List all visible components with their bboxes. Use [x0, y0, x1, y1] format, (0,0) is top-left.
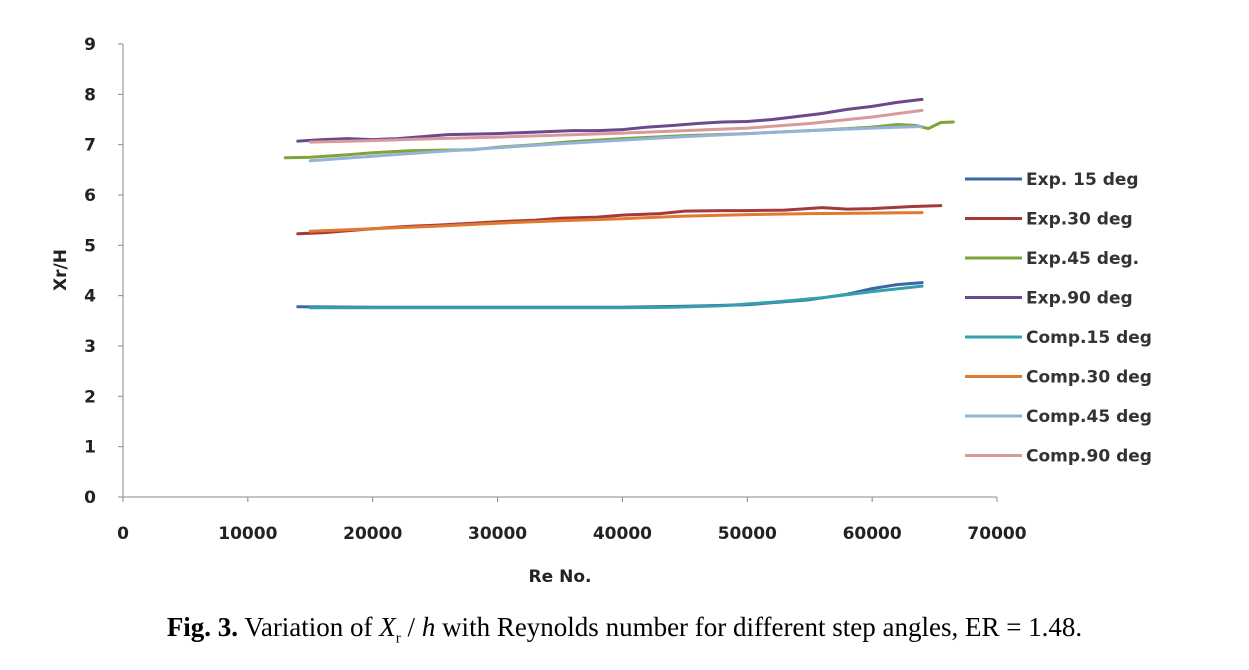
line-chart: 0 1 2 3 4 5 6 7 8 9 0 10000 20000 30000 40000 50000 6000…	[51, 35, 1152, 587]
figure-label: Fig. 3.	[166, 612, 239, 642]
series-line-7	[308, 125, 924, 163]
caption-text-2: with Reynolds number for different step …	[435, 612, 1083, 642]
y-tick-label: 0	[84, 488, 96, 508]
caption-slash: /	[400, 612, 422, 642]
caption-x-symbol: X	[379, 612, 396, 642]
legend-label-8: Comp.90 deg	[1026, 447, 1152, 467]
series-line-1	[296, 281, 924, 309]
x-tick-label: 20000	[343, 524, 402, 544]
y-tick-label: 7	[84, 136, 96, 156]
y-tick-label: 4	[84, 287, 96, 307]
series-line-8	[308, 108, 924, 144]
legend-label-5: Comp.15 deg	[1026, 328, 1152, 348]
legend-label-4: Exp.90 deg	[1026, 289, 1133, 309]
legend-label-3: Exp.45 deg.	[1026, 249, 1139, 269]
legend: Exp. 15 deg Exp.30 deg Exp.45 deg. Exp.90 d…	[965, 170, 1152, 467]
y-tick-label: 6	[84, 186, 96, 206]
series-line-6	[308, 211, 924, 233]
figure-caption: Fig. 3. Variation of Xr / h with Reynold…	[0, 612, 1249, 647]
x-tick-label: 60000	[843, 524, 902, 544]
legend-label-1: Exp. 15 deg	[1026, 170, 1139, 190]
y-tick-label: 5	[84, 236, 96, 256]
series-line-5	[308, 284, 924, 310]
chart-axes	[118, 43, 998, 502]
y-tick-label: 2	[84, 387, 96, 407]
tick-labels: 0 1 2 3 4 5 6 7 8 9 0 10000 20000 30000 40000 50000 6000…	[84, 35, 1027, 544]
y-tick-label: 8	[84, 85, 96, 105]
legend-label-2: Exp.30 deg	[1026, 210, 1133, 230]
y-tick-label: 1	[84, 438, 96, 458]
caption-x-subscript: r	[395, 630, 401, 647]
x-axis-label: Re No.	[529, 567, 592, 587]
series-lines	[283, 97, 955, 310]
y-tick-label: 9	[84, 35, 96, 55]
x-tick-label: 50000	[718, 524, 777, 544]
legend-label-7: Comp.45 deg	[1026, 407, 1152, 427]
y-axis-label: Xr/H	[51, 249, 71, 291]
x-tick-label: 30000	[468, 524, 527, 544]
x-tick-label: 10000	[218, 524, 277, 544]
caption-text-1: Variation of	[238, 612, 380, 642]
x-tick-label: 40000	[593, 524, 652, 544]
legend-label-6: Comp.30 deg	[1026, 368, 1152, 388]
y-tick-label: 3	[84, 337, 96, 357]
x-tick-label: 70000	[967, 524, 1026, 544]
caption-h-symbol: h	[421, 612, 436, 642]
x-tick-label: 0	[117, 524, 129, 544]
